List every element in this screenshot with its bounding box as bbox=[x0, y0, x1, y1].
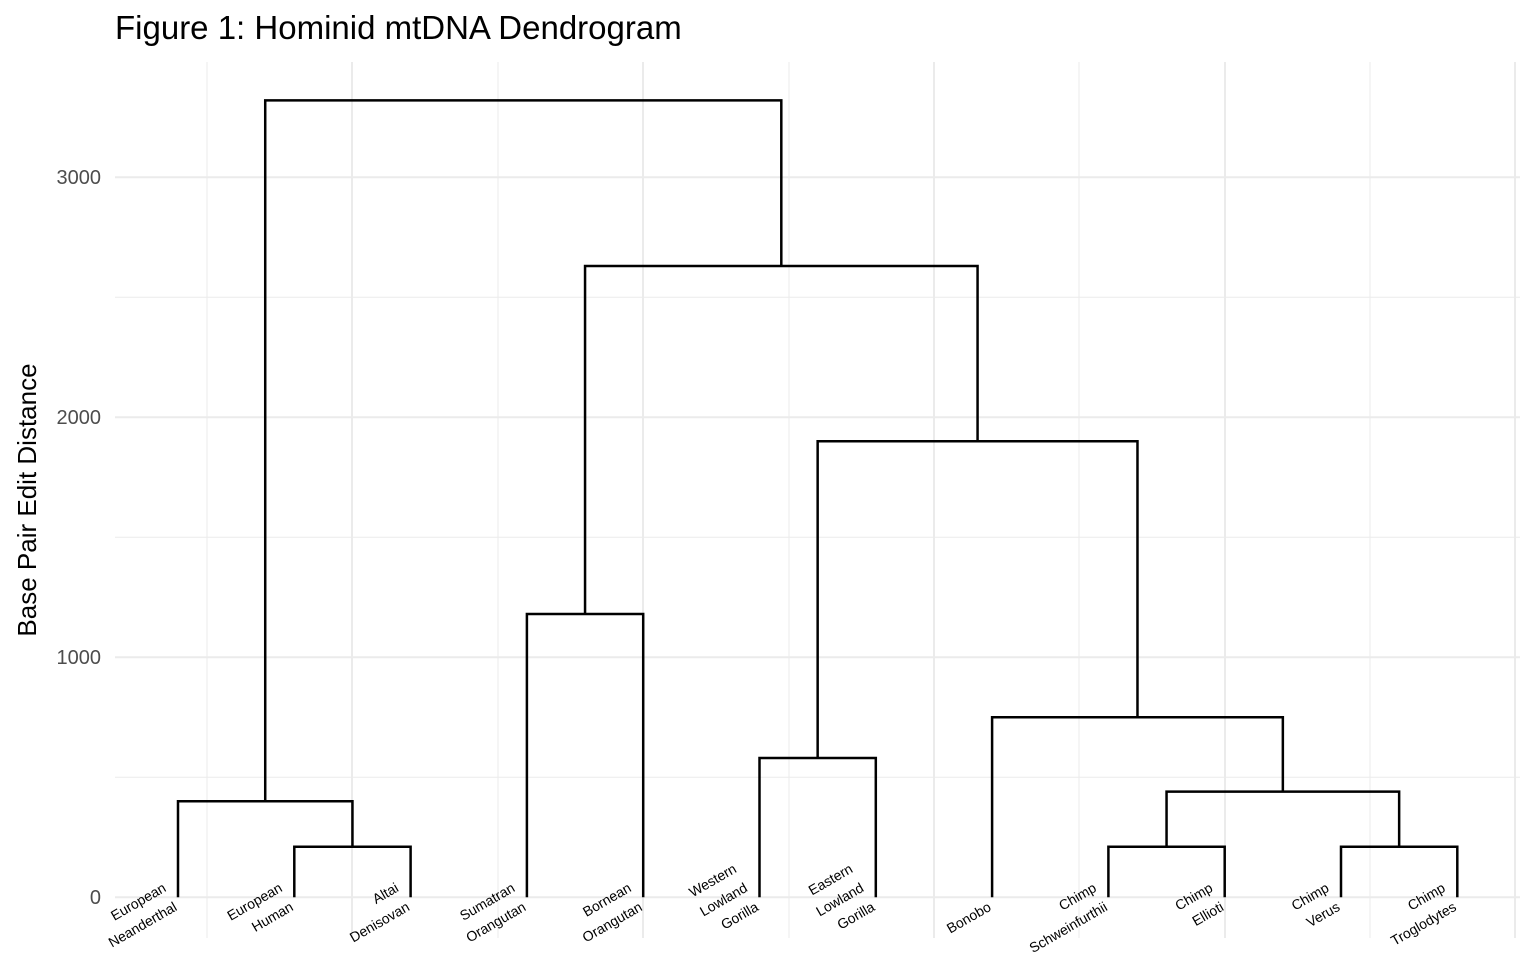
merge-link bbox=[1165, 790, 1401, 847]
merge-link bbox=[816, 439, 1139, 758]
y-axis-label: Base Pair Edit Distance bbox=[12, 363, 42, 636]
merge-link bbox=[176, 799, 354, 898]
leaf-label: Bonobo bbox=[944, 898, 994, 936]
merge-link bbox=[263, 99, 783, 802]
y-tick-label: 3000 bbox=[57, 167, 102, 189]
chart-title: Figure 1: Hominid mtDNA Dendrogram bbox=[115, 9, 682, 46]
y-tick-label: 1000 bbox=[57, 647, 102, 669]
merge-link bbox=[990, 715, 1285, 898]
y-tick-label: 2000 bbox=[57, 407, 102, 429]
y-tick-label: 0 bbox=[90, 887, 101, 909]
leaf-label-line: Bonobo bbox=[944, 898, 994, 936]
